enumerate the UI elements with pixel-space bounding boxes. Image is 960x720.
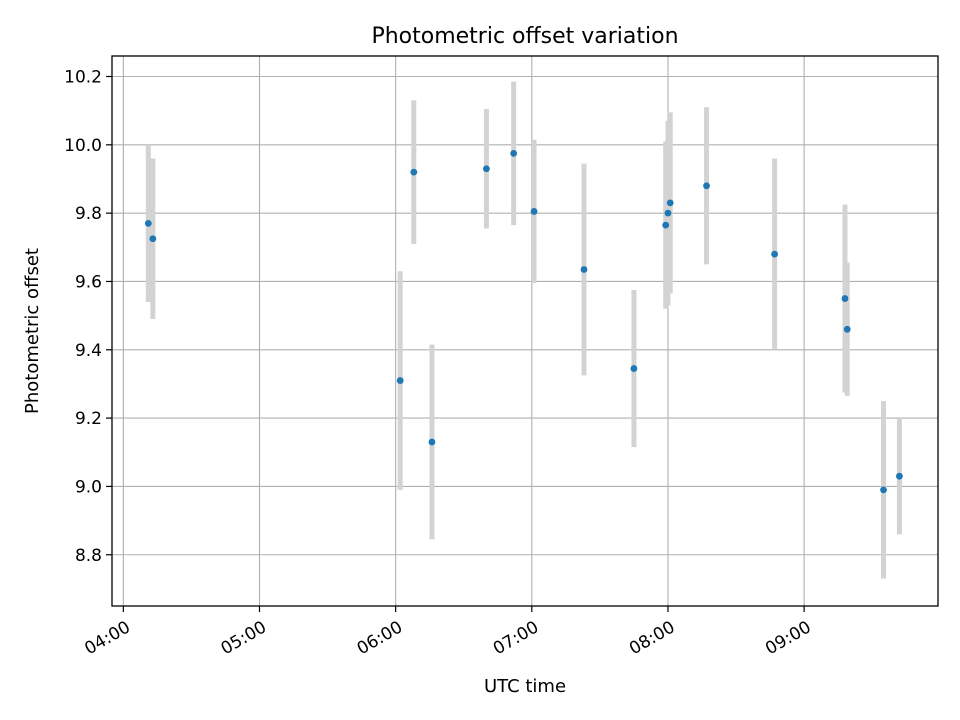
data-point	[144, 219, 152, 227]
data-point	[896, 472, 903, 480]
y-axis: 8.8 9.0 9.2 9.4 9.6 9.8 10.0 10.2	[64, 67, 112, 566]
y-tick-label: 9.0	[75, 477, 102, 497]
y-tick-label: 9.4	[75, 341, 102, 361]
y-tick-label: 9.6	[75, 272, 102, 292]
data-point	[510, 149, 518, 157]
grid	[112, 56, 938, 606]
data-points	[144, 149, 903, 494]
data-point	[843, 325, 851, 333]
y-tick-label: 10.0	[64, 136, 102, 156]
data-point	[841, 295, 849, 302]
data-point	[410, 168, 418, 176]
data-point	[630, 365, 638, 372]
plot-frame	[111, 55, 939, 607]
data-point	[580, 266, 588, 273]
data-point	[483, 165, 490, 173]
data-point	[880, 486, 887, 494]
data-point	[428, 438, 436, 446]
y-tick-label: 9.8	[75, 204, 102, 224]
data-point	[530, 208, 538, 215]
data-point	[666, 199, 674, 207]
y-tick-label: 10.2	[64, 67, 102, 87]
data-point	[662, 221, 670, 229]
data-point	[771, 250, 779, 258]
data-point	[396, 377, 404, 384]
data-point	[664, 209, 672, 217]
data-point	[703, 182, 710, 190]
data-point	[149, 235, 157, 243]
y-tick-label: 8.8	[75, 546, 102, 566]
y-axis-label: Photometric offset	[22, 248, 43, 414]
chart-title: Photometric offset variation	[371, 24, 678, 49]
x-axis-label: UTC time	[484, 676, 566, 697]
y-tick-label: 9.2	[75, 409, 102, 429]
